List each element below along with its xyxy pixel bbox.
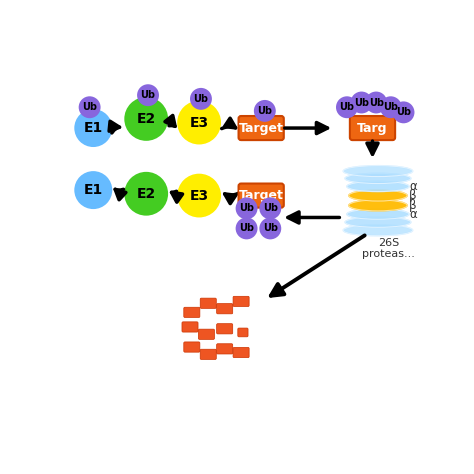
Circle shape — [74, 109, 112, 147]
FancyBboxPatch shape — [217, 344, 233, 354]
Ellipse shape — [343, 225, 413, 236]
Circle shape — [259, 197, 281, 219]
Text: Ub: Ub — [239, 223, 254, 233]
Text: Ub: Ub — [396, 107, 411, 118]
Text: Ub: Ub — [257, 106, 273, 116]
Circle shape — [177, 100, 221, 145]
Ellipse shape — [349, 200, 407, 211]
FancyBboxPatch shape — [233, 347, 249, 357]
FancyBboxPatch shape — [217, 304, 233, 314]
Circle shape — [365, 91, 387, 113]
FancyBboxPatch shape — [199, 329, 214, 339]
FancyBboxPatch shape — [184, 307, 200, 318]
FancyBboxPatch shape — [184, 342, 200, 352]
Ellipse shape — [345, 217, 411, 228]
Text: E2: E2 — [137, 187, 156, 201]
Text: Ub: Ub — [369, 98, 383, 108]
Ellipse shape — [343, 165, 413, 177]
Text: 26S: 26S — [378, 238, 400, 248]
Text: E1: E1 — [83, 121, 103, 135]
FancyBboxPatch shape — [238, 183, 284, 208]
Text: Ub: Ub — [140, 90, 155, 100]
Text: proteas...: proteas... — [363, 249, 415, 259]
Text: Ub: Ub — [239, 203, 254, 213]
Circle shape — [137, 84, 159, 106]
Text: E3: E3 — [190, 189, 209, 202]
Text: Ub: Ub — [82, 102, 97, 112]
Text: E1: E1 — [83, 183, 103, 197]
FancyBboxPatch shape — [182, 322, 198, 332]
Circle shape — [351, 91, 373, 113]
Text: Ub: Ub — [354, 98, 369, 108]
Text: Ub: Ub — [383, 102, 398, 112]
Text: β: β — [409, 189, 417, 202]
FancyBboxPatch shape — [217, 324, 233, 334]
Ellipse shape — [347, 209, 409, 219]
Circle shape — [79, 96, 100, 118]
Text: α: α — [409, 208, 417, 221]
Text: β: β — [409, 199, 417, 212]
Text: E2: E2 — [137, 112, 156, 126]
Text: Ub: Ub — [339, 102, 355, 112]
Text: Targ: Targ — [357, 121, 388, 135]
Circle shape — [254, 100, 276, 122]
Text: α: α — [409, 180, 417, 193]
Ellipse shape — [345, 173, 411, 183]
Circle shape — [124, 172, 168, 216]
Circle shape — [392, 101, 414, 123]
Text: Target: Target — [239, 121, 283, 135]
FancyBboxPatch shape — [238, 116, 284, 140]
Ellipse shape — [347, 182, 409, 191]
FancyBboxPatch shape — [200, 298, 216, 309]
FancyBboxPatch shape — [200, 349, 216, 359]
Text: Ub: Ub — [263, 203, 278, 213]
Text: Ub: Ub — [193, 94, 209, 104]
FancyBboxPatch shape — [233, 296, 249, 307]
Text: Ub: Ub — [263, 223, 278, 233]
Circle shape — [236, 218, 257, 239]
Text: Target: Target — [239, 189, 283, 202]
Circle shape — [236, 197, 257, 219]
Circle shape — [380, 96, 401, 118]
Circle shape — [259, 218, 281, 239]
FancyBboxPatch shape — [238, 328, 248, 337]
Circle shape — [190, 88, 212, 110]
Ellipse shape — [349, 190, 407, 201]
Circle shape — [336, 96, 358, 118]
Text: E3: E3 — [190, 116, 209, 129]
Circle shape — [124, 97, 168, 141]
Circle shape — [177, 173, 221, 218]
FancyBboxPatch shape — [350, 116, 395, 140]
Circle shape — [74, 171, 112, 209]
